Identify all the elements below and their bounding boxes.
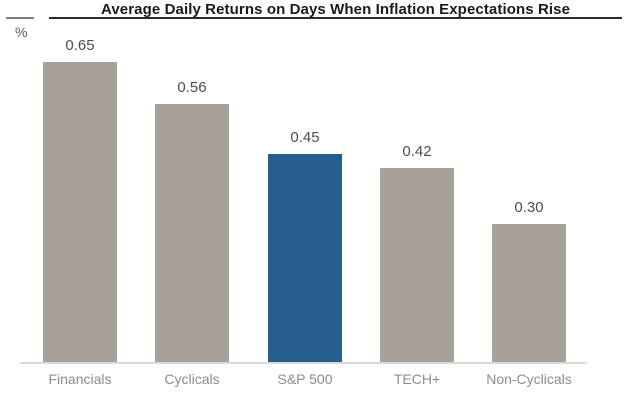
bar-non-cyclicals (492, 224, 566, 362)
bar-financials (43, 62, 117, 362)
chart-title: Average Daily Returns on Days When Infla… (100, 1, 571, 18)
bar-value-label: 0.56 (177, 79, 207, 96)
x-axis-category-label: Financials (48, 371, 112, 387)
title-underline (49, 17, 622, 19)
y-axis-unit-label: % (15, 24, 28, 40)
x-axis-category-label: TECH+ (393, 371, 441, 387)
x-axis-category-label: Cyclicals (164, 371, 220, 387)
bar-value-label: 0.42 (402, 143, 432, 160)
bar-value-label: 0.65 (65, 37, 95, 54)
y-axis-tick (6, 17, 34, 19)
bar-cyclicals (155, 104, 229, 362)
bar-value-label: 0.30 (514, 199, 544, 216)
x-axis-category-label: S&P 500 (277, 371, 333, 387)
x-axis-baseline (20, 362, 587, 364)
bar-s-p-500 (268, 154, 342, 362)
x-axis-category-label: Non-Cyclicals (486, 371, 572, 387)
bar-tech- (380, 168, 454, 362)
bar-value-label: 0.45 (290, 129, 320, 146)
